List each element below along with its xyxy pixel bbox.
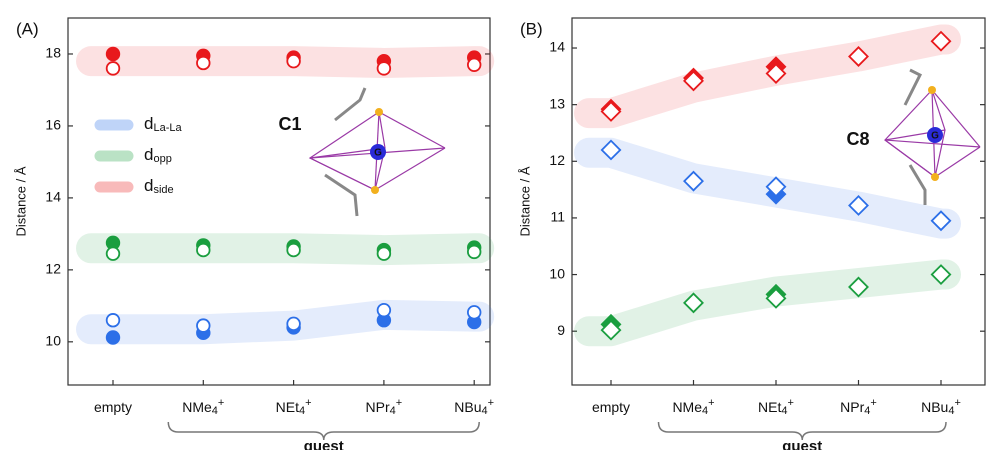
point (107, 331, 120, 344)
x-tick-label: NMe4+ (672, 397, 714, 417)
point (287, 318, 300, 331)
y-tick-label: 14 (549, 39, 565, 55)
y-tick-label: 11 (550, 209, 565, 225)
point (197, 57, 210, 70)
inset-label: G (374, 148, 382, 159)
x-tick-label: NBu4+ (454, 397, 494, 417)
x-tick-label: NMe4+ (182, 397, 224, 417)
y-tick-label: 12 (549, 152, 565, 168)
y-tick-label: 12 (45, 261, 61, 277)
panel-label: (B) (520, 19, 543, 38)
x-axis-title: guest (304, 438, 344, 450)
point (107, 314, 120, 327)
point (197, 319, 210, 332)
panel-label: (A) (16, 19, 39, 38)
inset-label: G (931, 131, 939, 142)
point (468, 306, 481, 319)
y-tick-label: 18 (45, 45, 61, 61)
annotation: C8 (846, 129, 869, 149)
x-tick-label: empty (592, 399, 630, 415)
y-tick-label: 10 (549, 265, 565, 281)
figure: (A) Distance / Å 10 12 14 16 18 empty NMe4+ NEt4+… (0, 0, 990, 450)
point (197, 244, 210, 257)
y-tick-label: 9 (557, 322, 565, 338)
x-tick-label: empty (94, 399, 132, 415)
y-axis-title: Distance / Å (517, 166, 532, 236)
y-tick-label: 13 (549, 95, 565, 111)
x-axis-title: guest (782, 438, 822, 450)
y-tick-label: 16 (45, 117, 61, 133)
band (91, 315, 479, 329)
x-tick-label: NEt4+ (758, 397, 794, 417)
annotation: C1 (278, 114, 301, 134)
point (107, 247, 120, 260)
legend-label: dLa-La (144, 114, 182, 134)
band (589, 275, 946, 332)
y-axis-title: Distance / Å (13, 166, 28, 236)
y-tick-label: 14 (45, 189, 61, 205)
point (468, 246, 481, 259)
point (378, 304, 391, 317)
band (91, 248, 479, 250)
point (287, 55, 300, 68)
legend-label: dopp (144, 145, 172, 165)
y-tick-label: 10 (45, 333, 61, 349)
legend-label: dside (144, 176, 174, 196)
x-tick-label: NPr4+ (840, 397, 877, 417)
x-tick-label: NEt4+ (276, 397, 312, 417)
point (378, 247, 391, 260)
point (107, 48, 120, 61)
point (468, 58, 481, 71)
point (287, 244, 300, 257)
band (589, 40, 946, 114)
point (107, 62, 120, 75)
x-tick-label: NPr4+ (366, 397, 403, 417)
band (91, 61, 479, 63)
x-tick-label: NBu4+ (921, 397, 961, 417)
point (378, 62, 391, 75)
